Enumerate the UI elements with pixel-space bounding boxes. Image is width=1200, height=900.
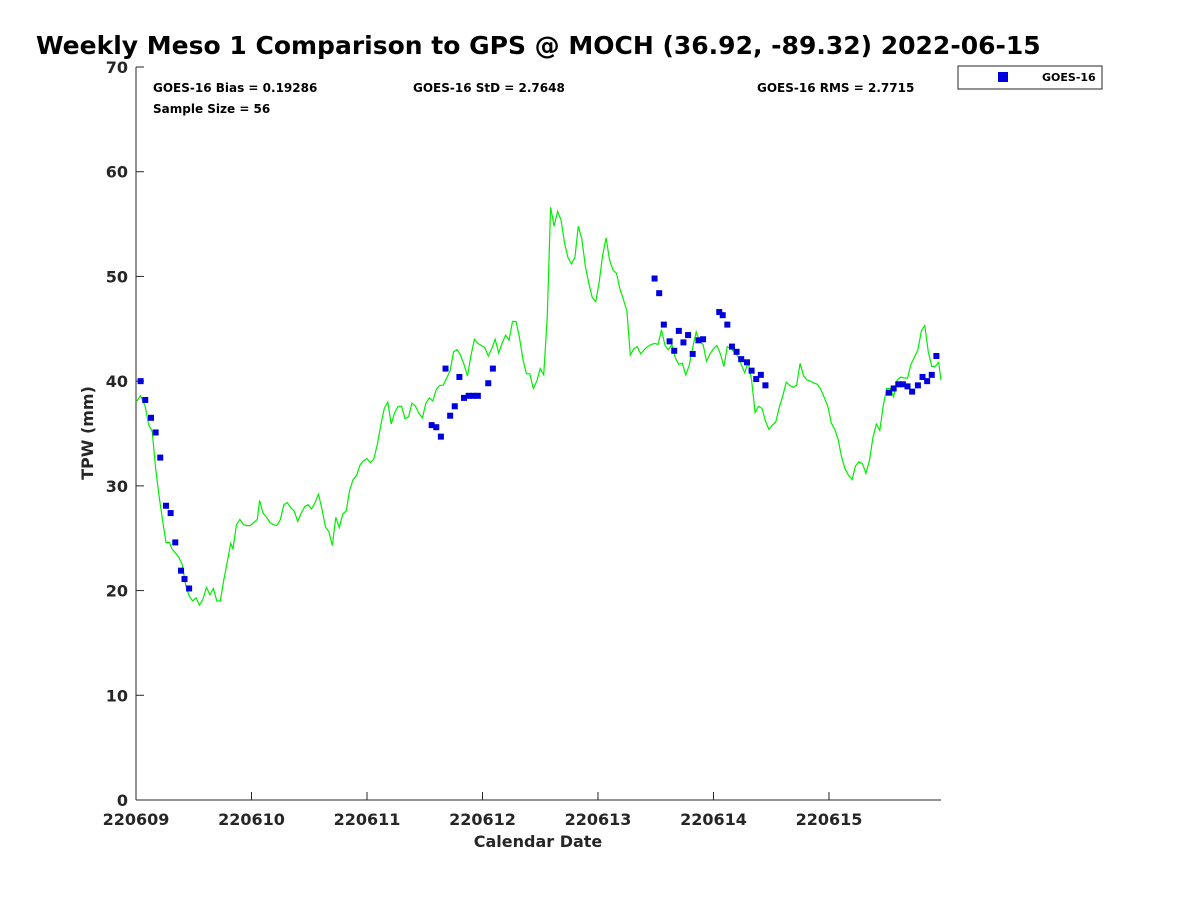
goes-16-point <box>442 365 449 372</box>
goes-16-point <box>762 382 769 389</box>
goes-16-point <box>728 343 735 350</box>
goes-16-point <box>474 392 481 399</box>
legend-box <box>957 65 1103 90</box>
goes-16-point <box>680 339 687 346</box>
x-tick-label: 220610 <box>218 810 285 829</box>
y-tick-label: 70 <box>106 58 128 77</box>
goes-16-point <box>660 321 667 328</box>
goes-16-point <box>689 350 696 357</box>
x-tick-label: 220611 <box>334 810 401 829</box>
legend-label-goes-16: GOES-16 <box>1042 71 1096 84</box>
goes-16-point <box>470 392 477 399</box>
goes-16-point <box>738 356 745 363</box>
goes-16-point <box>172 539 179 546</box>
goes-16-point <box>919 373 926 380</box>
x-axis-label: Calendar Date <box>474 832 603 851</box>
chart-title: Weekly Meso 1 Comparison to GPS @ MOCH (… <box>36 31 1041 60</box>
goes-16-point <box>733 348 740 355</box>
goes-16-point <box>137 378 144 385</box>
x-axis-ticks: 220609 220610 220611 220612 220613 220614 2206… <box>103 792 863 829</box>
goes-16-point <box>924 378 931 385</box>
y-tick-label: 20 <box>106 582 128 601</box>
bias-stat: GOES-16 Bias = 0.19286 <box>153 81 317 95</box>
goes-16-point <box>753 376 760 383</box>
y-tick-label: 30 <box>106 477 128 496</box>
y-tick-label: 60 <box>106 163 128 182</box>
x-tick-label: 220614 <box>680 810 747 829</box>
legend-marker-goes-16 <box>998 72 1008 82</box>
x-tick-label: 220612 <box>449 810 516 829</box>
goes-16-point <box>748 367 755 374</box>
goes-16-point <box>695 337 702 344</box>
goes-16-point <box>933 353 940 360</box>
goes-16-point <box>886 389 893 396</box>
goes-16-point <box>447 412 454 419</box>
goes-16-point <box>186 585 193 592</box>
goes-16-point <box>461 394 468 401</box>
goes-16-point <box>928 371 935 378</box>
goes-16-point <box>456 373 463 380</box>
legend: GOES-16 <box>957 65 1103 90</box>
goes-16-point <box>666 338 673 345</box>
y-tick-label: 0 <box>117 791 128 810</box>
goes-16-point <box>142 396 149 403</box>
goes-16-point <box>716 309 723 316</box>
goes-16-point <box>685 332 692 339</box>
goes-16-point <box>899 381 906 388</box>
sample-size-stat: Sample Size = 56 <box>153 102 270 116</box>
goes-16-point <box>757 371 764 378</box>
y-tick-label: 50 <box>106 267 128 286</box>
series-layer <box>135 207 942 607</box>
goes-16-point <box>152 429 159 436</box>
gps-tpw-line <box>135 207 942 607</box>
y-axis-ticks: 0 10 20 30 40 50 60 70 <box>106 58 144 810</box>
goes-16-point <box>909 388 916 395</box>
goes-16-point <box>437 433 444 440</box>
y-tick-label: 10 <box>106 686 128 705</box>
goes-16-point <box>651 275 658 282</box>
x-tick-label: 220615 <box>796 810 863 829</box>
goes-16-point <box>724 321 731 328</box>
goes-16-point <box>656 290 663 297</box>
std-stat: GOES-16 StD = 2.7648 <box>413 81 565 95</box>
goes-16-point <box>465 392 472 399</box>
goes-16-point <box>489 365 496 372</box>
goes-16-point <box>743 359 750 366</box>
x-tick-label: 220613 <box>565 810 632 829</box>
goes-16-point <box>671 347 678 354</box>
goes-16-point <box>485 380 492 387</box>
y-axis-label: TPW (mm) <box>78 386 97 480</box>
goes-16-point <box>914 382 921 389</box>
goes-16-point <box>700 336 707 343</box>
goes-16-point <box>178 567 185 574</box>
goes-16-point <box>890 385 897 392</box>
axes <box>135 67 941 801</box>
x-tick-label: 220609 <box>103 810 170 829</box>
goes-16-point <box>719 312 726 319</box>
goes-16-point <box>428 422 435 429</box>
rms-stat: GOES-16 RMS = 2.7715 <box>757 81 914 95</box>
plot-area <box>136 67 941 800</box>
y-tick-label: 40 <box>106 372 128 391</box>
goes-16-point <box>433 424 440 431</box>
goes-16-point <box>895 381 902 388</box>
goes-16-point <box>163 502 170 509</box>
goes-16-point <box>904 383 911 390</box>
goes-16-point <box>167 510 174 517</box>
goes-16-point <box>181 576 188 583</box>
goes-16-point <box>157 454 164 461</box>
goes-16-point <box>451 403 458 410</box>
goes-16-point <box>148 414 155 421</box>
goes-16-point <box>675 327 682 334</box>
